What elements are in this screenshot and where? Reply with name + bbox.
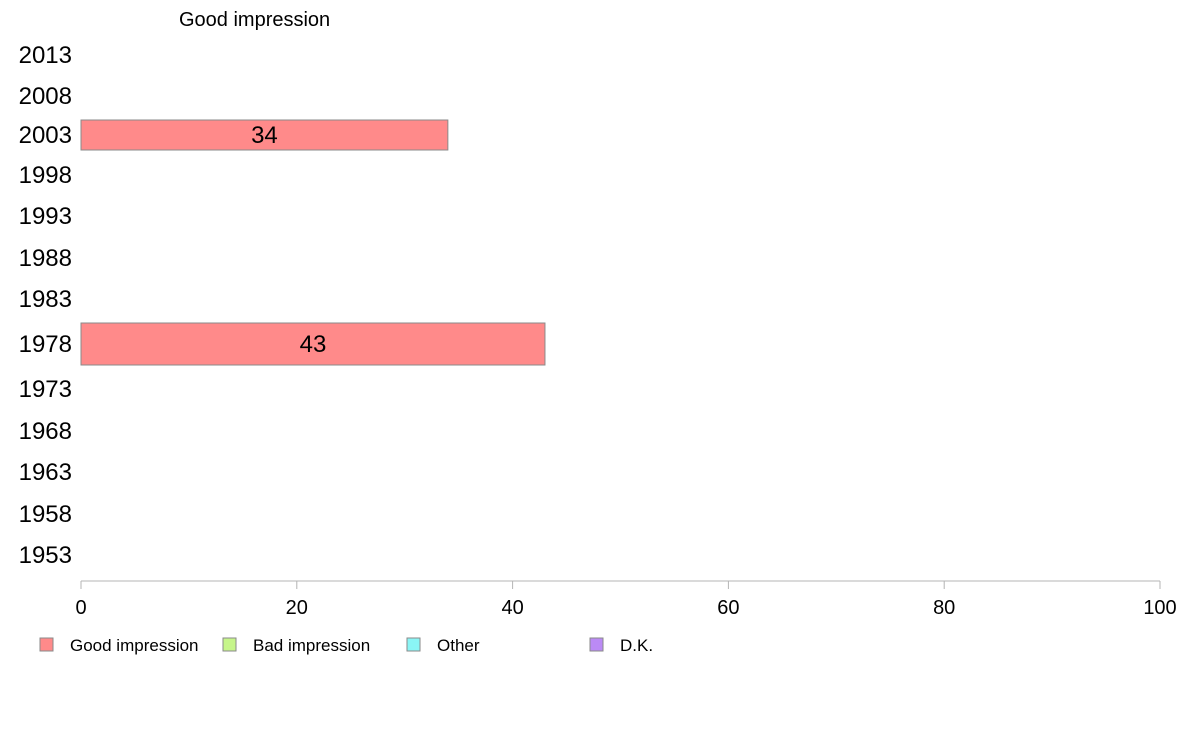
x-axis: 0 20 40 60 80 100	[75, 580, 1177, 619]
x-tick-label: 80	[933, 597, 955, 619]
legend-label: Bad impression	[253, 636, 370, 655]
category-label: 1983	[19, 286, 72, 313]
x-tick-label: 100	[1143, 597, 1176, 619]
bars: 34 43	[80, 119, 546, 366]
bar-good-impression-2003	[80, 119, 449, 151]
x-tick-label: 40	[501, 597, 523, 619]
bar-good-impression-1978	[80, 322, 546, 366]
category-label: 1988	[19, 245, 72, 272]
category-label: 1968	[19, 418, 72, 445]
legend-swatch	[39, 637, 54, 652]
legend-label: Other	[437, 636, 480, 655]
category-label: 1993	[19, 203, 72, 230]
category-label: 2008	[19, 83, 72, 110]
panel-title: Good impression	[179, 9, 330, 31]
x-tick-label: 60	[717, 597, 739, 619]
category-label: 1958	[19, 501, 72, 528]
x-tick-label: 0	[75, 597, 86, 619]
legend-swatch	[222, 637, 237, 652]
category-label: 1953	[19, 542, 72, 569]
category-labels: 2013 2008 2003 1998 1993 1988 1983 1978 1973 1968…	[19, 42, 72, 569]
category-label: 1963	[19, 459, 72, 486]
bar-value-label: 43	[300, 331, 327, 358]
category-label: 1978	[19, 331, 72, 358]
legend-swatch	[589, 637, 604, 652]
category-label: 1998	[19, 162, 72, 189]
category-label: 1973	[19, 376, 72, 403]
legend-swatch	[406, 637, 421, 652]
legend-label: Good impression	[70, 636, 199, 655]
legend: Good impression Bad impression Other D.K.	[39, 636, 653, 655]
category-label: 2013	[19, 42, 72, 69]
bar-value-label: 34	[251, 122, 278, 149]
legend-label: D.K.	[620, 636, 653, 655]
category-label: 2003	[19, 122, 72, 149]
x-tick-label: 20	[286, 597, 308, 619]
